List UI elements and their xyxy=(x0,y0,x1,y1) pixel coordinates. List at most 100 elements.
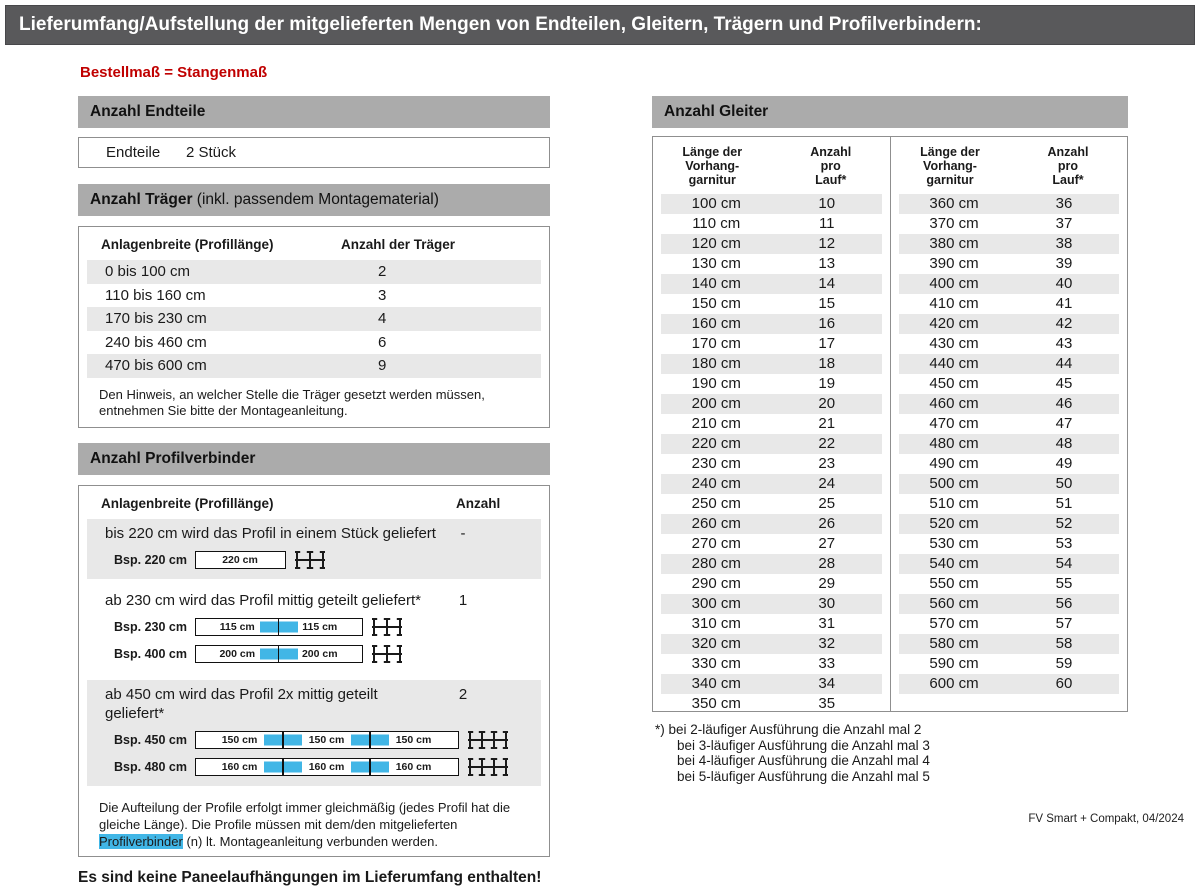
gleiter-row: 360 cm 36 xyxy=(899,194,1119,214)
garnitur-length-value: 130 cm xyxy=(691,255,741,272)
garnitur-length-value: 250 cm xyxy=(691,495,741,512)
garnitur-length-value: 530 cm xyxy=(929,535,979,552)
garnitur-length-value: 140 cm xyxy=(691,275,741,292)
traeger-col1-header: Anlagenbreite (Profillänge) xyxy=(101,237,274,252)
profil-rule-head: ab 450 cm wird das Profil 2x mittig gete… xyxy=(87,685,541,723)
traeger-col2-header: Anzahl der Träger xyxy=(341,237,456,252)
gleiter-table: Länge der Vorhang-garnitur Anzahl pro Lauf*… xyxy=(652,136,1128,712)
profile-example-label: Bsp. 220 cm xyxy=(114,552,187,567)
profile-example-row: Bsp. 480 cm 160 cm 160 cm 160 cm xyxy=(87,757,541,777)
profile-segment: 160 cm xyxy=(395,760,432,773)
garnitur-length-value: 480 cm xyxy=(929,435,979,452)
anlagenbreite-value: 0 bis 100 cm xyxy=(105,263,191,280)
gleiter-count-value: 18 xyxy=(818,355,836,372)
garnitur-length-value: 330 cm xyxy=(691,655,741,672)
traeger-count-value: 9 xyxy=(378,357,387,374)
garnitur-length-value: 280 cm xyxy=(691,555,741,572)
garnitur-length-value: 550 cm xyxy=(929,575,979,592)
gleiter-footnotes: *) bei 2-läufiger Ausführung die Anzahl … xyxy=(652,722,1128,784)
traeger-row: 170 bis 230 cm 4 xyxy=(87,307,541,331)
garnitur-length-value: 440 cm xyxy=(929,355,979,372)
profil-anzahl-value: 2 xyxy=(458,685,468,703)
profile-segment: 220 cm xyxy=(222,553,258,566)
gleiter-count-value: 20 xyxy=(818,395,836,412)
gleiter-row: 100 cm 10 xyxy=(661,194,882,214)
gleiter-row: 210 cm 21 xyxy=(661,414,882,434)
gleiter-count-value: 38 xyxy=(1055,235,1073,252)
profile-connector-icon xyxy=(372,644,402,663)
garnitur-length-value: 500 cm xyxy=(929,475,979,492)
no-paneel-note: Es sind keine Paneelaufhängungen im Lief… xyxy=(78,868,542,886)
gleiter-row: 590 cm 59 xyxy=(899,654,1119,674)
profile-example-label: Bsp. 450 cm xyxy=(114,732,187,747)
garnitur-length-value: 450 cm xyxy=(929,375,979,392)
gleiter-table-right: Länge der Vorhang-garnitur Anzahl pro Lauf*… xyxy=(890,137,1127,711)
profilverbinder-table: Anlagenbreite (Profillänge) Anzahl bis 2… xyxy=(78,484,550,857)
gleiter-row: 270 cm 27 xyxy=(661,534,882,554)
gleiter-count-value: 27 xyxy=(818,535,836,552)
gleiter-count-value: 23 xyxy=(818,455,836,472)
gleiter-row: 490 cm 49 xyxy=(899,454,1119,474)
gleiter-col2-header: Anzahl pro Lauf* xyxy=(810,145,852,187)
gleiter-count-value: 31 xyxy=(818,615,836,632)
garnitur-length-value: 270 cm xyxy=(691,535,741,552)
gleiter-count-value: 56 xyxy=(1055,595,1073,612)
gleiter-count-value: 22 xyxy=(818,435,836,452)
gleiter-count-value: 16 xyxy=(818,315,836,332)
gleiter-count-value: 55 xyxy=(1055,575,1073,592)
gleiter-row: 540 cm 54 xyxy=(899,554,1119,574)
gleiter-row: 250 cm 25 xyxy=(661,494,882,514)
profile-split-line xyxy=(282,730,284,749)
gleiter-row: 560 cm 56 xyxy=(899,594,1119,614)
gleiter-row: 240 cm 24 xyxy=(661,474,882,494)
garnitur-length-value: 580 cm xyxy=(929,635,979,652)
garnitur-length-value: 110 cm xyxy=(692,215,741,232)
garnitur-length-value: 420 cm xyxy=(929,315,979,332)
profile-bar-diagram: 200 cm 200 cm xyxy=(195,644,363,663)
gleiter-row: 570 cm 57 xyxy=(899,614,1119,634)
gleiter-count-value: 49 xyxy=(1055,455,1073,472)
profile-split-line xyxy=(277,644,280,663)
gleiter-row: 200 cm 20 xyxy=(661,394,882,414)
gleiter-count-value: 11 xyxy=(818,215,835,232)
gleiter-row: 350 cm 35 xyxy=(661,694,882,714)
gleiter-row: 190 cm 19 xyxy=(661,374,882,394)
profile-split-line xyxy=(282,757,284,776)
gleiter-count-value: 39 xyxy=(1055,255,1073,272)
gleiter-count-value: 52 xyxy=(1055,515,1073,532)
gleiter-row: 180 cm 18 xyxy=(661,354,882,374)
profil-rule-block: ab 230 cm wird das Profil mittig geteilt… xyxy=(87,586,541,673)
gleiter-count-value: 36 xyxy=(1055,195,1073,212)
profil-rule-text: ab 450 cm wird das Profil 2x mittig gete… xyxy=(105,685,378,722)
profile-bar-diagram: 150 cm 150 cm 150 cm xyxy=(195,730,459,749)
traeger-count-value: 3 xyxy=(378,286,387,304)
profil-col2-header: Anzahl xyxy=(456,495,501,511)
gleiter-count-value: 44 xyxy=(1055,355,1073,372)
gleiter-count-value: 28 xyxy=(818,555,836,572)
gleiter-row: 510 cm 51 xyxy=(899,494,1119,514)
gleiter-count-value: 40 xyxy=(1055,275,1073,292)
gleiter-row: 170 cm 17 xyxy=(661,334,882,354)
gleiter-count-value: 41 xyxy=(1055,295,1073,312)
garnitur-length-value: 490 cm xyxy=(929,455,979,472)
gleiter-row: 310 cm 31 xyxy=(661,614,882,634)
gleiter-footnote-line: bei 3-läufiger Ausführung die Anzahl mal… xyxy=(677,737,930,753)
left-column: Anzahl Endteile Endteile 2 Stück Anzahl … xyxy=(78,96,550,887)
gleiter-count-value: 26 xyxy=(818,515,836,532)
gleiter-count-value: 60 xyxy=(1055,675,1073,692)
garnitur-length-value: 320 cm xyxy=(691,635,741,652)
garnitur-length-value: 190 cm xyxy=(691,375,741,392)
profil-table-header: Anlagenbreite (Profillänge) Anzahl xyxy=(79,492,549,519)
gleiter-row: 380 cm 38 xyxy=(899,234,1119,254)
profile-bar-diagram: 160 cm 160 cm 160 cm xyxy=(195,757,459,776)
gleiter-row: 430 cm 43 xyxy=(899,334,1119,354)
gleiter-count-value: 37 xyxy=(1055,215,1073,232)
garnitur-length-value: 120 cm xyxy=(691,235,741,252)
profile-split-line xyxy=(369,757,371,776)
garnitur-length-value: 170 cm xyxy=(691,335,741,352)
garnitur-length-value: 230 cm xyxy=(691,455,741,472)
garnitur-length-value: 310 cm xyxy=(691,615,741,632)
page-title: Lieferumfang/Aufstellung der mitgeliefer… xyxy=(5,5,1195,45)
garnitur-length-value: 150 cm xyxy=(691,295,741,312)
gleiter-row: 600 cm 60 xyxy=(899,674,1119,694)
